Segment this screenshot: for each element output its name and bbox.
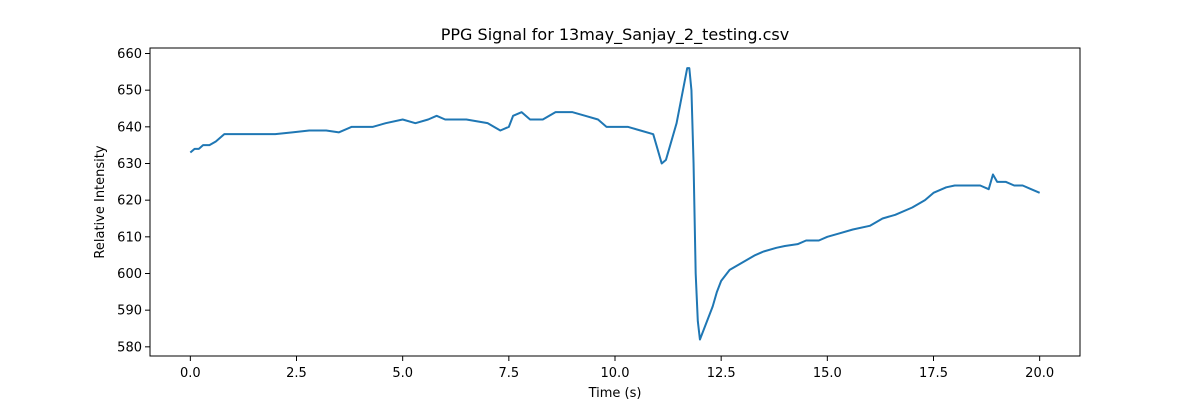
y-axis: 580 590 600 610 620 630 640 650 660 <box>117 47 150 355</box>
y-tick-label: 580 <box>117 340 142 355</box>
x-axis: 0.0 2.5 5.0 7.5 10.0 12.5 15.0 17.5 20.0 <box>180 356 1054 381</box>
series-line-0 <box>189 67 1041 341</box>
x-tick-label: 15.0 <box>813 366 842 381</box>
x-tick-label: 5.0 <box>392 366 413 381</box>
plot-frame <box>149 47 1081 357</box>
x-tick-label: 17.5 <box>919 366 948 381</box>
y-tick-label: 630 <box>117 157 142 172</box>
y-tick-label: 640 <box>117 120 142 135</box>
x-tick-label: 10.0 <box>601 366 630 381</box>
y-tick-label: 660 <box>117 47 142 62</box>
y-tick-label: 610 <box>117 230 142 245</box>
y-tick-label: 590 <box>117 304 142 319</box>
chart-title: PPG Signal for 13may_Sanjay_2_testing.cs… <box>441 25 789 45</box>
y-tick-label: 600 <box>117 267 142 282</box>
y-axis-label: Relative Intensity <box>93 145 108 258</box>
x-tick-label: 2.5 <box>286 366 307 381</box>
x-tick-label: 12.5 <box>707 366 736 381</box>
x-tick-label: 20.0 <box>1025 366 1054 381</box>
x-tick-label: 7.5 <box>498 366 519 381</box>
x-axis-label: Time (s) <box>588 386 642 400</box>
plot-area <box>189 67 1041 341</box>
y-tick-label: 620 <box>117 194 142 209</box>
y-tick-label: 650 <box>117 84 142 99</box>
x-tick-label: 0.0 <box>180 366 201 381</box>
